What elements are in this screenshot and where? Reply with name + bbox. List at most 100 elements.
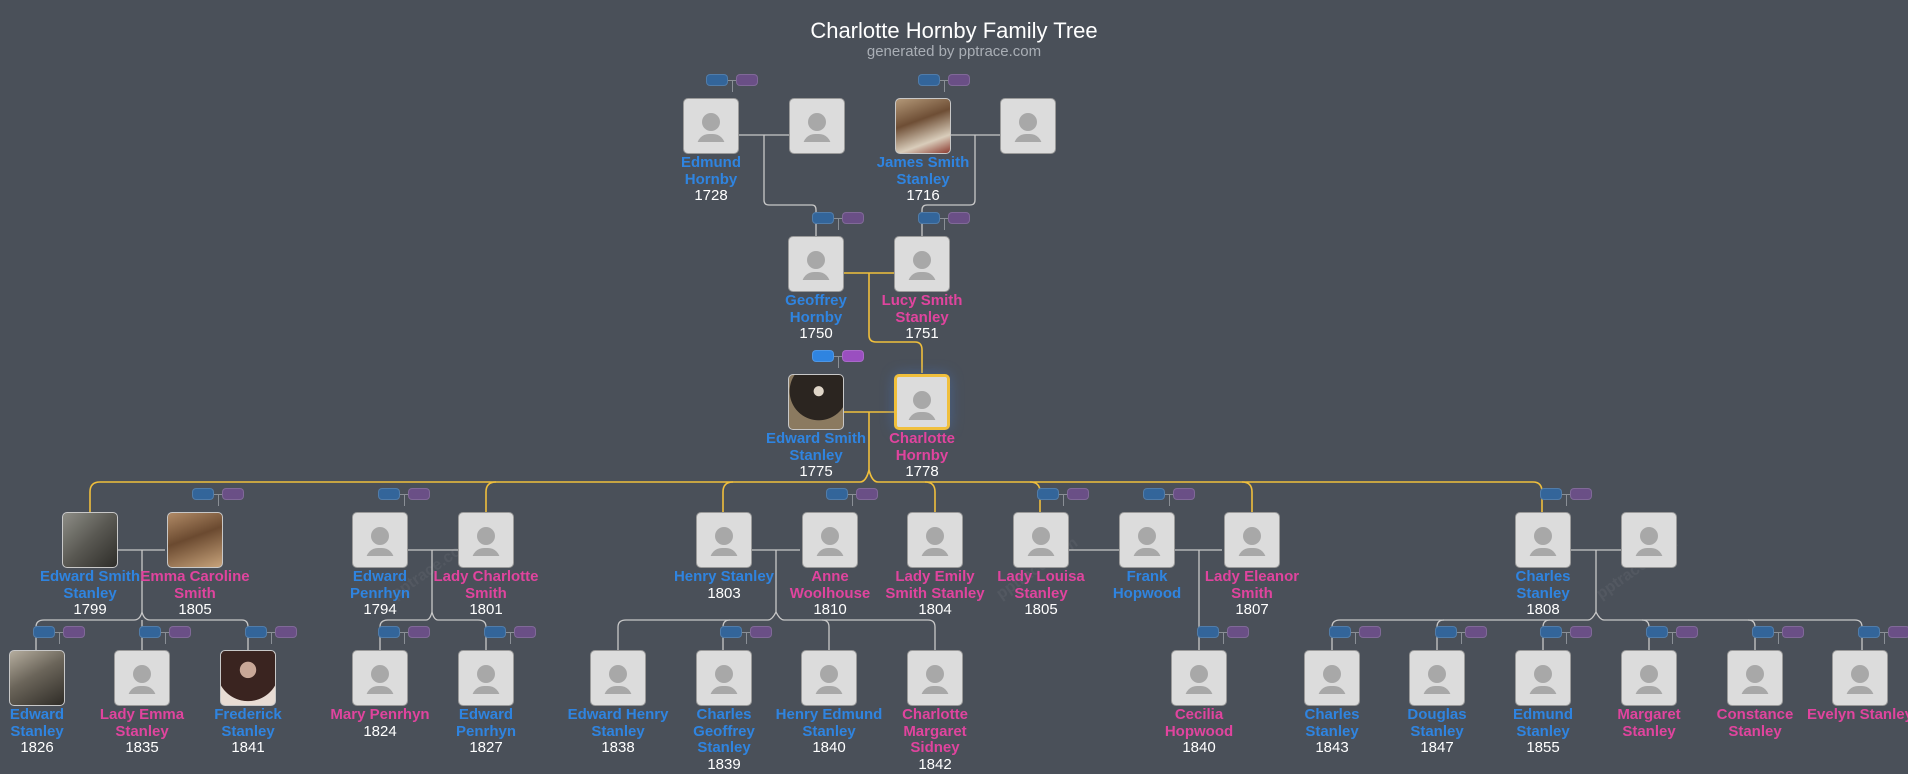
portrait-photo[interactable] <box>895 98 951 154</box>
parents-badge[interactable] <box>812 212 866 230</box>
mother-badge[interactable] <box>1676 626 1698 638</box>
parents-badge[interactable] <box>720 626 774 644</box>
avatar-placeholder-icon[interactable] <box>696 650 752 706</box>
mother-badge[interactable] <box>1570 626 1592 638</box>
parents-badge[interactable] <box>1329 626 1383 644</box>
father-badge[interactable] <box>1540 488 1562 500</box>
avatar-placeholder-icon[interactable] <box>1171 650 1227 706</box>
father-badge[interactable] <box>918 212 940 224</box>
avatar-placeholder-icon[interactable] <box>1013 512 1069 568</box>
parents-badge[interactable] <box>706 74 760 92</box>
mother-badge[interactable] <box>842 350 864 362</box>
mother-badge[interactable] <box>1227 626 1249 638</box>
father-badge[interactable] <box>918 74 940 86</box>
avatar-placeholder-icon[interactable] <box>894 236 950 292</box>
mother-badge[interactable] <box>222 488 244 500</box>
avatar-placeholder-icon[interactable] <box>1119 512 1175 568</box>
avatar-placeholder-icon[interactable] <box>683 98 739 154</box>
mother-badge[interactable] <box>1465 626 1487 638</box>
avatar-placeholder-icon[interactable] <box>1727 650 1783 706</box>
mother-badge[interactable] <box>842 212 864 224</box>
avatar-placeholder-icon[interactable] <box>802 512 858 568</box>
avatar-placeholder-icon[interactable] <box>696 512 752 568</box>
father-badge[interactable] <box>1435 626 1457 638</box>
avatar-placeholder-icon[interactable] <box>1832 650 1888 706</box>
avatar-placeholder-icon[interactable] <box>1515 512 1571 568</box>
avatar-placeholder-icon[interactable] <box>1000 98 1056 154</box>
parents-badge[interactable] <box>378 488 432 506</box>
father-badge[interactable] <box>812 212 834 224</box>
avatar-placeholder-icon[interactable] <box>590 650 646 706</box>
father-badge[interactable] <box>720 626 742 638</box>
avatar-placeholder-icon[interactable] <box>1304 650 1360 706</box>
portrait-photo[interactable] <box>788 374 844 430</box>
portrait-photo[interactable] <box>167 512 223 568</box>
parents-badge[interactable] <box>1143 488 1197 506</box>
avatar-placeholder-icon[interactable] <box>907 650 963 706</box>
mother-badge[interactable] <box>408 626 430 638</box>
parents-badge[interactable] <box>139 626 193 644</box>
father-badge[interactable] <box>1197 626 1219 638</box>
father-badge[interactable] <box>378 626 400 638</box>
avatar-placeholder-icon[interactable] <box>801 650 857 706</box>
father-badge[interactable] <box>812 350 834 362</box>
parents-badge[interactable] <box>812 350 866 368</box>
parents-badge[interactable] <box>484 626 538 644</box>
mother-badge[interactable] <box>63 626 85 638</box>
mother-badge[interactable] <box>1782 626 1804 638</box>
parents-badge[interactable] <box>192 488 246 506</box>
father-badge[interactable] <box>1540 626 1562 638</box>
father-badge[interactable] <box>1329 626 1351 638</box>
mother-badge[interactable] <box>948 74 970 86</box>
avatar-placeholder-icon[interactable] <box>789 98 845 154</box>
portrait-photo[interactable] <box>62 512 118 568</box>
avatar-placeholder-icon[interactable] <box>1621 512 1677 568</box>
avatar-placeholder-icon[interactable] <box>788 236 844 292</box>
mother-badge[interactable] <box>1359 626 1381 638</box>
parents-badge[interactable] <box>1435 626 1489 644</box>
avatar-placeholder-icon[interactable] <box>907 512 963 568</box>
avatar-placeholder-icon[interactable] <box>352 512 408 568</box>
father-badge[interactable] <box>1646 626 1668 638</box>
avatar-placeholder-icon[interactable] <box>894 374 950 430</box>
parents-badge[interactable] <box>1540 626 1594 644</box>
parents-badge[interactable] <box>1197 626 1251 644</box>
mother-badge[interactable] <box>408 488 430 500</box>
parents-badge[interactable] <box>1752 626 1806 644</box>
parents-badge[interactable] <box>378 626 432 644</box>
mother-badge[interactable] <box>1173 488 1195 500</box>
avatar-placeholder-icon[interactable] <box>458 650 514 706</box>
father-badge[interactable] <box>378 488 400 500</box>
mother-badge[interactable] <box>1570 488 1592 500</box>
parents-badge[interactable] <box>1540 488 1594 506</box>
father-badge[interactable] <box>1143 488 1165 500</box>
father-badge[interactable] <box>1752 626 1774 638</box>
father-badge[interactable] <box>484 626 506 638</box>
parents-badge[interactable] <box>33 626 87 644</box>
parents-badge[interactable] <box>918 74 972 92</box>
father-badge[interactable] <box>192 488 214 500</box>
mother-badge[interactable] <box>1067 488 1089 500</box>
parents-badge[interactable] <box>245 626 299 644</box>
mother-badge[interactable] <box>514 626 536 638</box>
parents-badge[interactable] <box>1037 488 1091 506</box>
father-badge[interactable] <box>1037 488 1059 500</box>
avatar-placeholder-icon[interactable] <box>1224 512 1280 568</box>
mother-badge[interactable] <box>948 212 970 224</box>
avatar-placeholder-icon[interactable] <box>1621 650 1677 706</box>
portrait-photo[interactable] <box>9 650 65 706</box>
parents-badge[interactable] <box>918 212 972 230</box>
parents-badge[interactable] <box>826 488 880 506</box>
father-badge[interactable] <box>826 488 848 500</box>
father-badge[interactable] <box>33 626 55 638</box>
avatar-placeholder-icon[interactable] <box>352 650 408 706</box>
father-badge[interactable] <box>1858 626 1880 638</box>
father-badge[interactable] <box>245 626 267 638</box>
avatar-placeholder-icon[interactable] <box>1515 650 1571 706</box>
mother-badge[interactable] <box>750 626 772 638</box>
father-badge[interactable] <box>706 74 728 86</box>
avatar-placeholder-icon[interactable] <box>458 512 514 568</box>
parents-badge[interactable] <box>1646 626 1700 644</box>
parents-badge[interactable] <box>1858 626 1908 644</box>
mother-badge[interactable] <box>736 74 758 86</box>
